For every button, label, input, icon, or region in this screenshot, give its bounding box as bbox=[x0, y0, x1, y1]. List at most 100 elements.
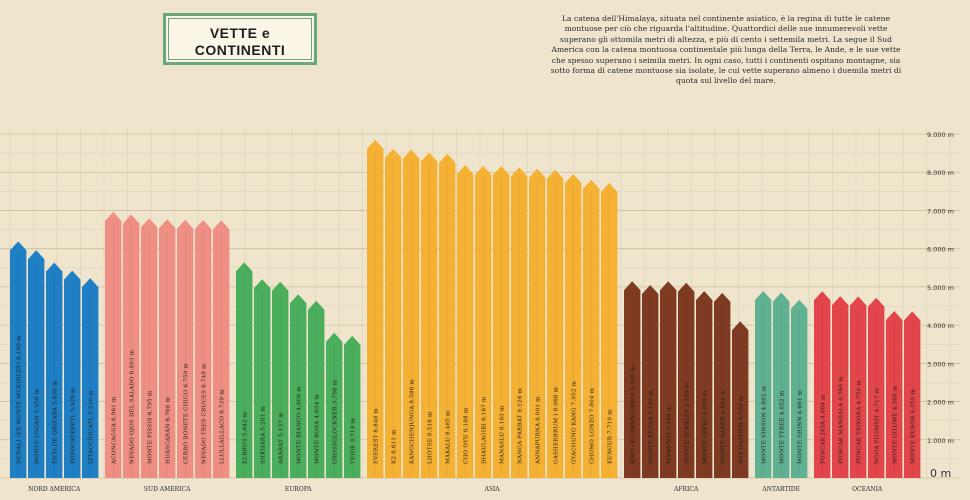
mountain-bar bbox=[529, 168, 546, 478]
mountain-label: MONTE GILUWE 4.368 m bbox=[892, 385, 898, 464]
mountain-label: PUNCAK MANDALA 4.760 m bbox=[838, 376, 844, 464]
mountain-label: ELBRUS 5.642 m bbox=[242, 411, 248, 464]
mountain-bar bbox=[511, 167, 528, 478]
mountain-label: ANNAPURNA 8.091 m bbox=[535, 396, 541, 465]
mountain-bar bbox=[583, 179, 600, 478]
mountain-label: TEIDE 3.718 m bbox=[350, 417, 356, 464]
mountain-bar bbox=[493, 166, 510, 478]
continent-label: EUROPA bbox=[285, 486, 312, 493]
mountain-label: MONTE TYREE 4.852 m bbox=[779, 390, 785, 464]
mountain-bar bbox=[236, 262, 253, 478]
mountain-label: MONTE KENYA 5.199 m bbox=[648, 390, 654, 464]
mountain-label: MONTE STANLEY 5.109 m bbox=[684, 382, 690, 464]
mountain-label: MONTE SHINN 4.661 m bbox=[797, 389, 803, 464]
mountain-bar bbox=[660, 281, 677, 478]
mountain-label: NGGA PILIMSIT 4.717 m bbox=[874, 387, 880, 464]
mountain-label: NANGA PARBAT 8.126 m bbox=[517, 387, 523, 464]
mountain-bar bbox=[547, 169, 564, 478]
mountain-label: ARARAT 5.137 m bbox=[278, 412, 284, 465]
y-tick-label: 4.000 m bbox=[927, 322, 954, 330]
mountain-bar bbox=[367, 139, 384, 479]
mountain-label: EVEREST 8.848 m bbox=[373, 408, 379, 464]
mountain-bar bbox=[344, 335, 361, 478]
mountain-bar bbox=[10, 241, 27, 478]
mountain-label: SHKHARA 5.201 m bbox=[260, 406, 266, 464]
mountain-label: HUASCARÁN 6.768 m bbox=[164, 396, 171, 464]
y-zero-label: 0 m bbox=[930, 467, 951, 480]
y-tick-label: 5.000 m bbox=[927, 284, 954, 292]
mountain-bar bbox=[254, 279, 271, 478]
mountain-bar bbox=[28, 250, 45, 478]
mountain-bar bbox=[755, 291, 772, 478]
mountain-bar bbox=[64, 270, 81, 478]
mountain-bar bbox=[46, 262, 63, 478]
mountain-label: DENALI (EX MONTE MCKINLEY) 6.190 m bbox=[15, 335, 22, 464]
mountain-bar bbox=[624, 281, 641, 478]
continent-label: AFRICA bbox=[673, 486, 699, 493]
mountain-bar bbox=[385, 148, 402, 478]
mountain-bar bbox=[439, 153, 456, 478]
mountain-label: MONTE ROSA 4.634 m bbox=[314, 394, 320, 464]
mountain-bar bbox=[213, 220, 230, 478]
mountain-label: CERRO BONETE CHICO 6.759 m bbox=[183, 363, 189, 464]
mountain-label: IZTACCÍHUATL 5.230 m bbox=[87, 390, 94, 464]
y-tick-label: 2.000 m bbox=[927, 399, 954, 407]
mountain-bar bbox=[123, 214, 140, 478]
mountain-bar bbox=[308, 300, 325, 478]
mountain-label: NEVADO OJOS DEL SALADO 6.893 m bbox=[129, 349, 135, 464]
mountain-label: GYACHUNG KANG 7.952 m bbox=[571, 380, 577, 464]
mountain-label: MONTE SPEKE 4.890 m bbox=[702, 390, 708, 464]
mountain-label: RAS DASHEN 4.550 m bbox=[738, 395, 744, 464]
mountain-label: LLULLAILLACO 6.739 m bbox=[219, 389, 225, 464]
mountain-bar bbox=[457, 165, 474, 478]
y-tick-label: 6.000 m bbox=[927, 246, 954, 254]
mountain-bar bbox=[696, 291, 713, 478]
y-tick-label: 9.000 m bbox=[927, 131, 954, 139]
mountain-bar bbox=[886, 311, 903, 478]
y-tick-label: 3.000 m bbox=[927, 360, 954, 368]
title-box: VETTE e CONTINENTI bbox=[163, 13, 317, 65]
mountain-label: DHAULAGIRI 8.167 m bbox=[481, 396, 487, 464]
mountain-label: KIBO (KILIMANGIARO) 5.895 m bbox=[629, 365, 636, 464]
mountain-bar bbox=[105, 211, 122, 478]
mountain-bar bbox=[904, 311, 921, 478]
mountain-bar bbox=[141, 218, 158, 479]
mountain-label: LHOTSE 8.516 m bbox=[427, 411, 433, 464]
mountain-bar bbox=[326, 332, 343, 478]
mountain-bar bbox=[421, 152, 438, 478]
mountain-bar bbox=[714, 292, 731, 478]
title-line1: VETTE e bbox=[209, 25, 271, 41]
continent-label: NORD AMERICA bbox=[28, 486, 81, 493]
mountain-bar bbox=[475, 165, 492, 479]
mountain-bar bbox=[678, 282, 695, 478]
mountain-label: MANASLU 8.163 m bbox=[499, 405, 505, 464]
mountain-bar bbox=[601, 183, 618, 478]
mountain-bar bbox=[565, 174, 582, 478]
mountain-bar bbox=[832, 296, 849, 478]
y-tick-label: 1.000 m bbox=[927, 437, 954, 445]
mountain-label: MAWENZI 5.148 m bbox=[666, 405, 672, 464]
mountain-label: PICO DE ORIZABA 5.636 m bbox=[52, 380, 58, 464]
continent-label: SUD AMERICA bbox=[144, 486, 191, 493]
mountain-bar bbox=[850, 296, 867, 478]
mountain-bar bbox=[814, 291, 831, 478]
mountain-bar bbox=[773, 292, 790, 478]
mountain-bar bbox=[195, 220, 212, 478]
mountain-bar bbox=[403, 149, 420, 479]
mountain-label: GROSSGLOCKNER 3.798 m bbox=[332, 379, 338, 464]
mountain-bar bbox=[82, 278, 99, 478]
mountain-label: NEVADO TRES CRUCES 6.748 m bbox=[201, 363, 207, 464]
continent-label: ASIA bbox=[484, 486, 501, 493]
mountain-label: ACONCAGUA 6.961 m bbox=[111, 396, 117, 465]
mountain-bar bbox=[290, 294, 307, 478]
mountain-label: MONTE BAKER 4.844 m bbox=[720, 389, 726, 464]
mountain-label: MONTE VINSON 4.892 m bbox=[761, 385, 767, 464]
y-tick-label: 8.000 m bbox=[927, 169, 954, 177]
mountain-bar bbox=[272, 281, 289, 478]
mountain-label: K2 8.611 m bbox=[391, 429, 397, 464]
mountain-label: KANGCHENJUNGA 8.586 m bbox=[409, 379, 415, 464]
mountain-label: KUNGUR 7.719 m bbox=[607, 409, 613, 464]
mountain-bar bbox=[791, 299, 808, 478]
